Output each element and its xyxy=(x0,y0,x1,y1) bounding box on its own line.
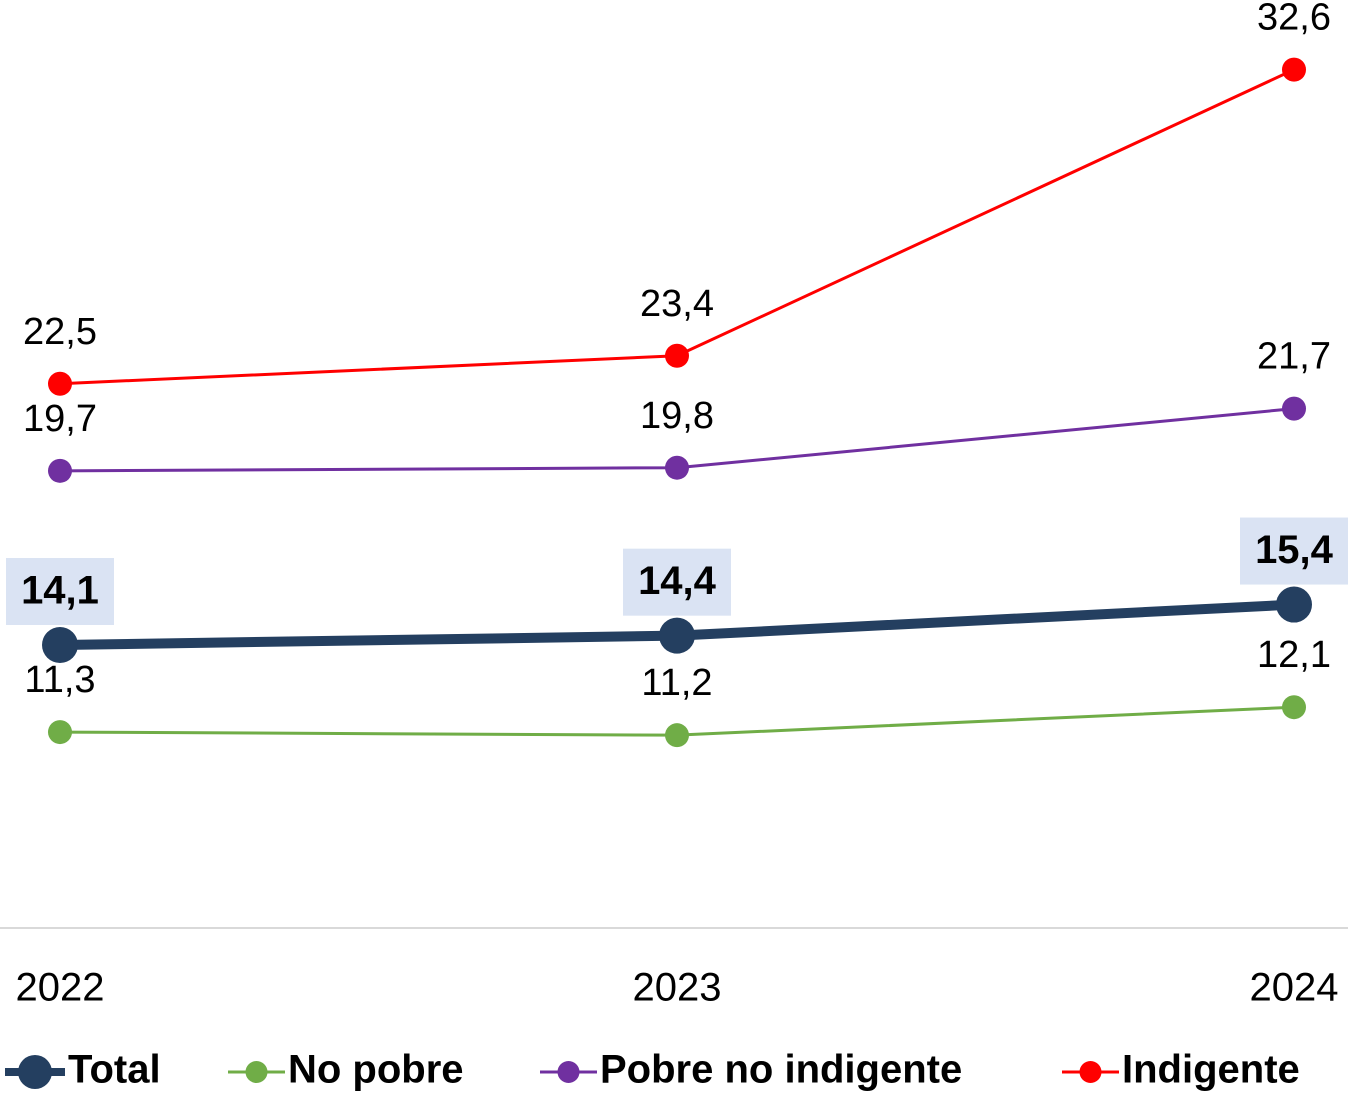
data-label: 15,4 xyxy=(1255,528,1334,572)
point xyxy=(48,458,72,483)
legend-marker xyxy=(557,1061,580,1083)
legend-marker xyxy=(1079,1061,1102,1083)
legend-label: Indigente xyxy=(1122,1048,1300,1092)
point xyxy=(1282,396,1306,421)
data-label: 21,7 xyxy=(1257,336,1331,378)
data-label: 19,8 xyxy=(640,395,714,437)
x-tick-label: 2023 xyxy=(633,966,722,1010)
data-label: 19,7 xyxy=(23,398,97,440)
data-label: 11,2 xyxy=(641,662,712,704)
data-label: 11,3 xyxy=(24,659,95,701)
data-label: 32,6 xyxy=(1257,0,1331,39)
x-tick-label: 2024 xyxy=(1250,966,1339,1010)
point xyxy=(665,455,689,480)
data-label: 14,1 xyxy=(21,569,99,613)
point xyxy=(48,720,72,745)
label-box xyxy=(623,548,731,616)
legend-label: No pobre xyxy=(288,1048,464,1092)
legend-marker xyxy=(245,1061,268,1083)
point xyxy=(42,626,78,663)
point xyxy=(665,343,689,368)
x-tick-label: 2022 xyxy=(16,966,105,1010)
data-label: 12,1 xyxy=(1257,634,1331,676)
legend-label: Total xyxy=(68,1048,161,1092)
label-box xyxy=(6,557,114,625)
data-label: 14,4 xyxy=(638,559,717,603)
legend-label: Pobre no indigente xyxy=(600,1048,962,1092)
data-label: 22,5 xyxy=(23,311,97,353)
point xyxy=(665,723,689,748)
series-line xyxy=(59,68,1295,386)
legend-marker xyxy=(18,1055,52,1089)
point xyxy=(48,371,72,396)
point xyxy=(1282,695,1306,720)
point xyxy=(1282,57,1306,82)
label-box xyxy=(1240,517,1348,585)
point xyxy=(659,617,695,654)
data-label: 23,4 xyxy=(640,283,714,325)
point xyxy=(1276,586,1312,623)
